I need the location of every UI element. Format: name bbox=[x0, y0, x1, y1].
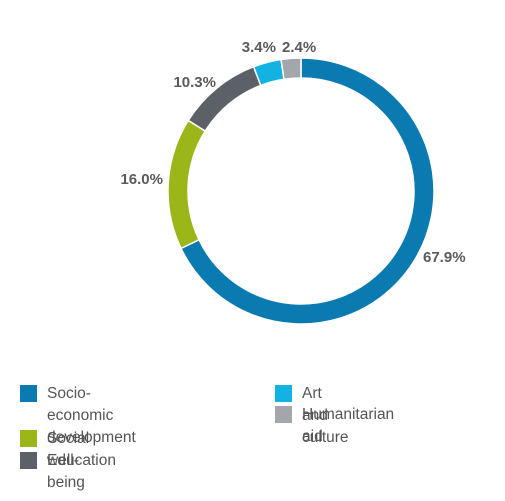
legend-label: Humanitarian aid bbox=[302, 406, 395, 445]
legend-swatch bbox=[20, 452, 37, 469]
legend-item-art-and-culture: Art and culture bbox=[275, 383, 349, 449]
legend-label: Education bbox=[47, 452, 116, 469]
slice-percent-label: 2.4% bbox=[282, 39, 316, 56]
legend-item-socio-economic: Socio-economic development bbox=[20, 383, 136, 449]
donut-slice bbox=[180, 57, 435, 325]
legend-item-education: Education bbox=[20, 450, 116, 472]
legend-label: Social well-being bbox=[47, 430, 90, 491]
legend-label: Art and culture bbox=[302, 385, 349, 446]
legend-item-humanitarian-aid: Humanitarian aid bbox=[275, 404, 394, 448]
legend-swatch bbox=[275, 406, 292, 423]
slice-percent-label: 3.4% bbox=[242, 39, 276, 56]
slice-percent-label: 67.9% bbox=[423, 249, 466, 266]
legend-item-social-well-being: Social well-being bbox=[20, 428, 89, 494]
legend-swatch bbox=[275, 385, 292, 402]
slice-percent-label: 16.0% bbox=[120, 171, 163, 188]
donut-slice bbox=[167, 119, 207, 250]
donut-slice bbox=[280, 57, 302, 81]
donut-chart: 67.9% 16.0% 10.3% 3.4% 2.4% bbox=[120, 39, 466, 325]
legend-label: Socio-economic development bbox=[47, 385, 136, 446]
slice-percent-label: 10.3% bbox=[173, 74, 216, 91]
legend-swatch bbox=[20, 385, 37, 402]
legend-swatch bbox=[20, 430, 37, 447]
